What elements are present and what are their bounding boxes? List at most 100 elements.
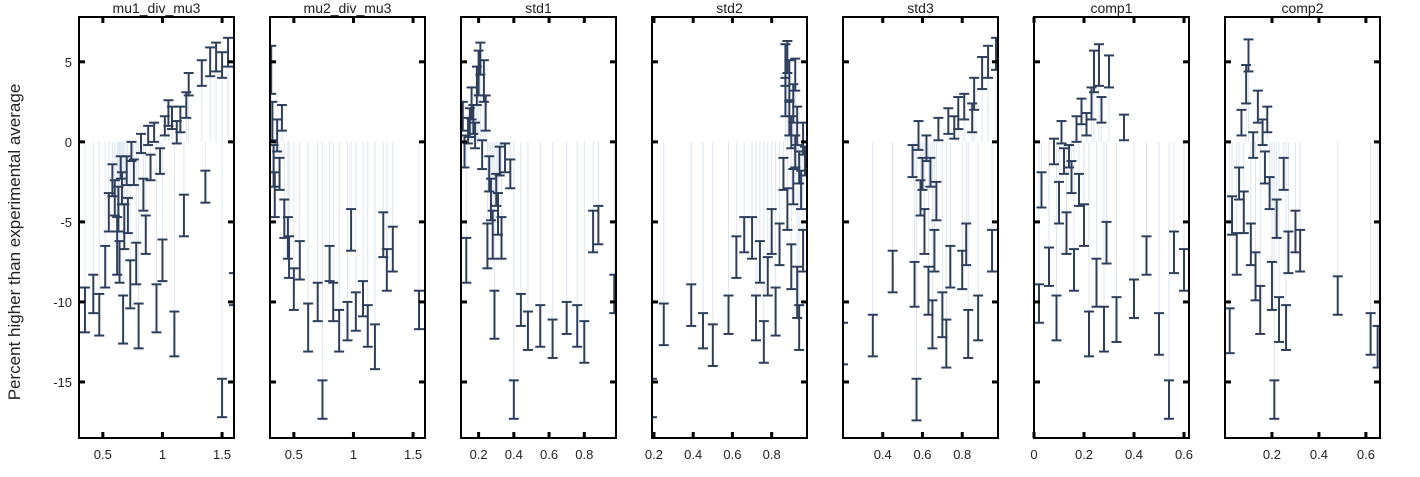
x-tick-label: 1.5 [404, 447, 422, 462]
error-bar [1248, 131, 1259, 159]
panel-frame [78, 16, 235, 439]
error-bar [750, 294, 761, 342]
error-bar [196, 59, 207, 87]
plot-area [652, 40, 807, 419]
error-bar [652, 377, 657, 419]
error-bar [489, 289, 500, 340]
error-bar [169, 310, 180, 358]
error-bar [707, 323, 718, 367]
error-bar [470, 121, 481, 150]
error-bar [145, 153, 156, 182]
x-tick-label: 0.6 [913, 447, 931, 462]
error-bar [477, 139, 488, 171]
error-bar [1154, 312, 1164, 356]
error-bar [788, 168, 799, 206]
error-bar [1036, 171, 1047, 209]
error-bar [782, 40, 793, 75]
x-tick-label: 1 [159, 447, 166, 462]
error-bar [770, 286, 781, 337]
error-bar [758, 320, 769, 364]
error-bar [324, 244, 335, 283]
error-bar [1278, 156, 1289, 191]
panel-title: mu2_div_mu3 [304, 0, 392, 16]
error-bar [505, 158, 516, 190]
error-bar [1372, 324, 1380, 369]
error-bar [658, 302, 669, 347]
error-bar [480, 94, 491, 132]
error-bar [1179, 248, 1189, 292]
error-bar [136, 132, 146, 155]
error-bar [547, 318, 558, 359]
error-bar [698, 312, 709, 350]
error-bar [350, 291, 361, 332]
error-bar [1051, 294, 1062, 342]
error-bar [151, 283, 162, 334]
error-bar [762, 256, 773, 297]
x-tick-label: 0.8 [763, 447, 781, 462]
error-bar [867, 313, 878, 358]
error-bar [217, 377, 228, 419]
error-bar [747, 216, 758, 260]
error-bar [1091, 257, 1102, 308]
panel-frame [1033, 16, 1190, 439]
x-tick-label: 0.2 [1075, 447, 1093, 462]
error-bar [794, 304, 805, 351]
error-bar [112, 216, 123, 276]
error-bar [1096, 96, 1107, 124]
error-bar [312, 281, 323, 323]
error-bar [508, 379, 519, 420]
error-bar [1169, 230, 1179, 275]
error-bar [143, 124, 154, 147]
error-bar [1101, 220, 1112, 265]
error-bar [1238, 190, 1249, 235]
error-bar [1231, 232, 1242, 276]
error-bar [387, 225, 398, 273]
x-tick-label: 0.2 [1263, 447, 1281, 462]
panel-frame [842, 16, 999, 439]
error-bar [155, 147, 166, 175]
error-bar [211, 41, 222, 73]
error-bar [133, 302, 144, 350]
error-bar [588, 209, 599, 254]
error-bar [346, 208, 357, 252]
x-tick-label: 0.5 [94, 447, 112, 462]
error-bar [484, 155, 495, 193]
error-bar [963, 308, 974, 359]
x-tick-label: 0.2 [470, 447, 488, 462]
error-bar [270, 100, 278, 142]
error-bar [118, 294, 129, 345]
error-bar [229, 272, 234, 307]
error-bar [593, 204, 604, 246]
x-tick-label: 0.4 [505, 447, 523, 462]
error-bar [913, 120, 924, 151]
x-tick-label: 0.4 [684, 447, 702, 462]
error-bar [178, 193, 189, 238]
error-bar [362, 304, 373, 348]
error-bar [1104, 54, 1114, 89]
error-bar [482, 222, 493, 270]
error-bar [1295, 228, 1306, 273]
panel-std2: 0.2 0.4 0.6 0.8 std2 [645, 0, 808, 462]
error-bar [1245, 222, 1256, 267]
error-bar [1054, 180, 1064, 225]
x-tick-label: 0.8 [953, 447, 971, 462]
error-bar [461, 100, 468, 132]
error-bar [175, 105, 186, 134]
error-bar [284, 235, 295, 279]
error-bar [94, 292, 105, 337]
error-bar [1049, 137, 1059, 166]
error-bar [1066, 160, 1077, 195]
error-bar [1034, 283, 1044, 324]
error-bar [1332, 275, 1343, 316]
error-bar [1234, 166, 1245, 201]
error-bar [217, 51, 228, 79]
error-bar [766, 208, 777, 255]
error-bar [328, 281, 339, 323]
error-bar [945, 244, 956, 289]
error-bar [125, 259, 136, 310]
error-bar [909, 260, 920, 308]
error-bar [157, 238, 168, 283]
error-bar [1274, 296, 1285, 343]
error-bar [369, 323, 380, 371]
